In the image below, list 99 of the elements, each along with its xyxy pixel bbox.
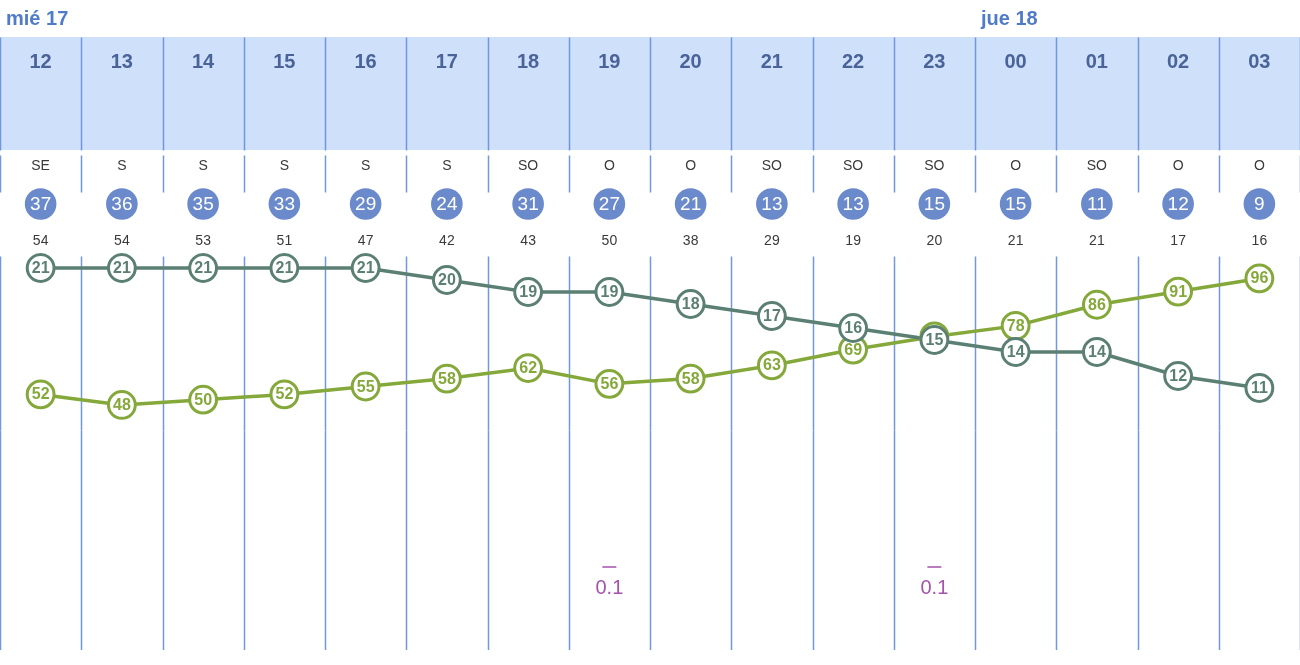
data-label: 13: [842, 193, 864, 214]
data-label: 52: [31, 385, 50, 403]
data-label: 21: [194, 259, 213, 276]
data-label: 21: [31, 259, 50, 276]
data-label: 0.1: [920, 576, 949, 598]
category-label: SO: [924, 157, 945, 173]
category-label: O: [1253, 157, 1265, 173]
x-tick-label: 16: [354, 50, 377, 72]
category-label: S: [198, 157, 208, 173]
x-tick-label: 19: [598, 50, 621, 72]
data-label: 43: [520, 232, 537, 248]
category-label: SE: [31, 157, 50, 173]
data-label: 17: [1170, 232, 1187, 248]
data-label: 21: [1007, 232, 1024, 248]
data-label: 48: [112, 395, 131, 413]
data-label: 20: [926, 232, 943, 248]
category-label: S: [117, 157, 127, 173]
data-label: 12: [1167, 193, 1189, 214]
data-label: 15: [923, 193, 945, 214]
data-label: 19: [845, 232, 862, 248]
text: mié 17: [6, 6, 69, 29]
data-label: 47: [357, 232, 374, 248]
data-label: 11: [1087, 193, 1107, 214]
x-tick-label: 14: [192, 50, 216, 72]
category-label: S: [360, 157, 371, 173]
data-label: 29: [355, 193, 377, 214]
data-label: 9: [1254, 193, 1265, 214]
data-label: 91: [1169, 282, 1188, 300]
x-tick-label: 15: [273, 50, 296, 72]
data-label: 33: [273, 193, 295, 214]
data-label: 20: [437, 271, 456, 288]
data-label: 86: [1087, 295, 1106, 313]
data-label: 27: [598, 193, 620, 214]
data-label: 78: [1006, 316, 1025, 334]
data-label: 21: [356, 259, 375, 276]
data-label: 36: [111, 193, 133, 214]
data-label: 56: [600, 374, 619, 392]
data-label: 16: [1251, 232, 1268, 248]
data-label: 14: [1006, 343, 1025, 360]
category-label: SO: [843, 157, 864, 173]
x-tick-label: 02: [1167, 50, 1190, 72]
x-tick-label: 01: [1085, 50, 1108, 72]
data-label: 21: [680, 193, 702, 214]
data-label: 69: [844, 340, 863, 358]
x-tick-label: 22: [842, 50, 865, 72]
x-tick-label: 21: [760, 50, 783, 72]
data-label: 63: [762, 356, 781, 374]
data-label: 18: [681, 295, 700, 312]
x-tick-label: 03: [1248, 50, 1271, 72]
text: jue 18: [980, 6, 1038, 29]
data-label: 42: [439, 232, 455, 248]
data-label: 35: [192, 193, 214, 214]
category-label: SO: [761, 157, 783, 173]
data-label: 17: [762, 307, 781, 324]
category-label: O: [685, 157, 697, 173]
x-tick-label: 12: [29, 50, 52, 72]
data-label: 21: [1089, 232, 1105, 248]
category-label: O: [603, 157, 615, 173]
x-tick-label: 13: [110, 50, 133, 72]
data-label: 31: [517, 193, 539, 214]
data-label: 52: [275, 385, 294, 403]
x-tick-label: 17: [435, 50, 458, 72]
category-label: O: [1010, 157, 1022, 173]
data-label: 54: [32, 232, 49, 248]
data-label: 15: [925, 331, 944, 348]
data-label: 12: [1169, 367, 1188, 384]
data-label: 58: [681, 369, 700, 387]
data-label: 24: [436, 193, 458, 214]
data-label: 55: [356, 377, 375, 395]
x-tick-label: 00: [1004, 50, 1027, 72]
data-label: 15: [1005, 193, 1027, 214]
data-label: 38: [682, 232, 699, 248]
data-label: 50: [601, 232, 618, 248]
x-tick-label: 18: [517, 50, 540, 72]
data-label: 11: [1250, 379, 1268, 396]
category-label: S: [442, 157, 452, 173]
data-label: 54: [114, 232, 130, 248]
data-label: 29: [764, 232, 780, 248]
data-label: 21: [112, 259, 131, 276]
data-label: 21: [275, 259, 294, 276]
data-label: 58: [437, 369, 456, 387]
data-label: 50: [194, 390, 213, 408]
data-label: 19: [519, 283, 538, 300]
data-label: 19: [600, 283, 619, 300]
data-label: 0.1: [595, 576, 624, 598]
data-label: 51: [276, 232, 293, 248]
data-label: 14: [1087, 343, 1106, 360]
x-tick-label: 20: [679, 50, 702, 72]
data-label: 37: [30, 193, 52, 214]
category-label: SO: [1086, 157, 1108, 173]
category-label: SO: [518, 157, 539, 173]
category-label: S: [279, 157, 290, 173]
data-label: 53: [195, 232, 212, 248]
data-label: 16: [844, 319, 863, 336]
data-label: 62: [519, 359, 538, 377]
category-label: O: [1172, 157, 1184, 173]
data-label: 96: [1250, 269, 1269, 287]
x-tick-label: 23: [923, 50, 946, 72]
data-label: 13: [761, 193, 783, 214]
